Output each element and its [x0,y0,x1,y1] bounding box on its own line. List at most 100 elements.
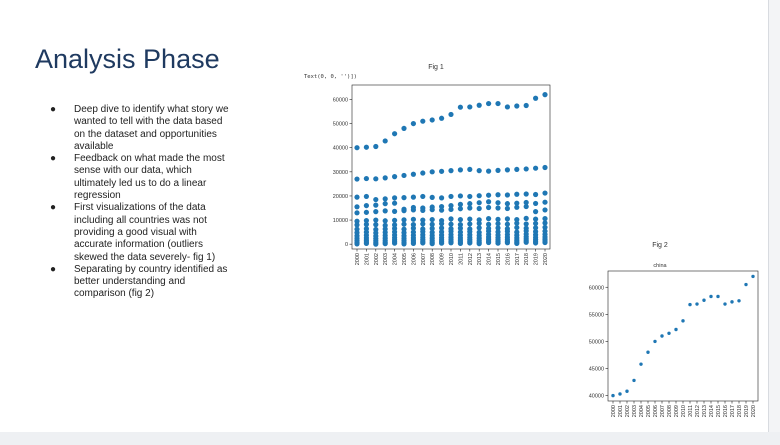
fig1-data-point [382,201,388,207]
fig2-data-point [737,299,741,303]
fig1-data-point [457,167,463,173]
fig1-data-point [382,196,388,202]
fig2-xtick-label: 2000 [611,405,617,417]
fig2-ytick-label: 50000 [589,339,604,345]
fig1-data-point [467,193,473,200]
fig2-data-point [716,294,720,299]
fig1-data-point [373,217,379,223]
fig1-data-point [373,143,379,150]
fig1-xtick-label: 2004 [393,253,399,265]
fig1-data-point [429,216,435,223]
fig1-data-point [486,239,492,246]
fig1-data-point [439,168,445,174]
fig1-svg: Fig 1 Text(0, 0, '')]) 0 10000 20000 30000 4… [304,64,551,265]
fig1-label: Fig 1 [428,64,444,71]
fig1-data-point [401,217,407,223]
bullet-text: First visualizations of the data includi… [74,202,216,263]
fig1-data-point [420,170,426,176]
fig1-data-point [382,208,388,214]
fig1-data-point [523,166,529,172]
fig1-data-point [401,208,407,214]
fig1-data-point [439,221,445,227]
fig1-data-point [401,125,407,132]
fig1-data-point [382,175,388,181]
fig1-data-point [420,207,426,214]
fig2-xtick-label: 2009 [674,405,680,417]
fig1-data-point [382,222,388,228]
fig1-data-point [401,241,407,247]
fig1-data-point [382,241,388,247]
fig1-data-point [495,221,501,227]
fig1-data-point [448,206,454,213]
fig1-data-point [476,200,482,206]
bullet-item: ● First visualizations of the data includ… [50,202,230,263]
fig1-data-point [354,194,360,200]
fig1-data-point [457,216,463,223]
fig2-ytick-label: 45000 [589,367,604,373]
fig1-data-point [476,241,482,247]
fig1-data-point [373,176,379,182]
fig1-data-point [382,218,388,224]
fig1-data-point [504,216,510,222]
fig1-data-point [354,204,360,210]
fig1-data-point [533,240,539,246]
fig1-data-point [392,200,398,206]
fig1-data-point [420,221,426,227]
fig1-data-point [429,221,435,227]
fig1-data-point [486,216,492,222]
fig2-data-point [639,362,643,366]
scrollbar-track[interactable] [768,0,780,432]
fig1-xtick-label: 2019 [534,253,540,265]
fig1-data-point [533,209,539,215]
fig1-data-point [392,195,398,201]
fig1-data-point [363,209,369,215]
bullet-dot-icon: ● [50,202,57,214]
bottom-band [0,432,780,445]
fig1-data-point [410,171,416,177]
bullet-list: ● Deep dive to identify what story we wan… [50,104,230,301]
fig1-xtick-label: 2006 [411,253,417,265]
fig1-data-point [476,225,482,231]
fig1-data-point [514,204,520,210]
fig1-data-point [448,168,454,174]
fig2-data-point [723,302,727,306]
fig1-data-point [420,193,426,200]
fig1-xtick-label: 2003 [383,253,389,265]
fig1-data-point [523,191,529,197]
fig2-xtick-label: 2013 [702,405,708,417]
fig2-ytick-label: 55000 [589,312,604,318]
fig1-data-point [504,201,510,207]
fig1-xtick-label: 2014 [487,253,493,265]
fig1-data-point [429,194,435,200]
fig1-data-point [523,102,529,109]
fig1-data-point [363,175,369,182]
fig2-xtick-label: 2006 [653,405,659,417]
fig1-data-point [514,103,520,109]
fig1-ytick-label: 0 [345,242,348,248]
fig1-data-point [457,193,463,199]
fig1-data-point [542,164,548,171]
fig1-data-point [354,222,360,228]
fig2-data-point [744,282,748,287]
fig1-data-point [448,221,454,227]
fig2-xtick-label: 2002 [625,405,631,417]
fig1-data-point [486,168,492,174]
fig1-data-point [439,115,445,121]
fig1-ytick-label: 60000 [333,97,348,103]
fig1-data-point [457,206,463,212]
fig1-data-point [448,111,454,118]
fig2-xtick-label: 2016 [723,405,729,417]
fig2-xtick-label: 2018 [737,405,743,417]
fig1-data-point [542,92,548,98]
fig1-data-point [429,169,435,175]
fig1-xtick-label: 2008 [430,253,436,265]
fig1-data-point [486,192,492,198]
fig1-data-point [533,225,539,231]
fig1-data-point [373,222,379,228]
fig2-data-point [667,331,671,335]
fig2-xtick-label: 2014 [709,405,715,417]
fig1-data-point [439,203,445,210]
fig1-data-point [410,222,416,228]
fig2-xtick-label: 2019 [744,405,750,417]
fig1-data-point [523,221,529,227]
